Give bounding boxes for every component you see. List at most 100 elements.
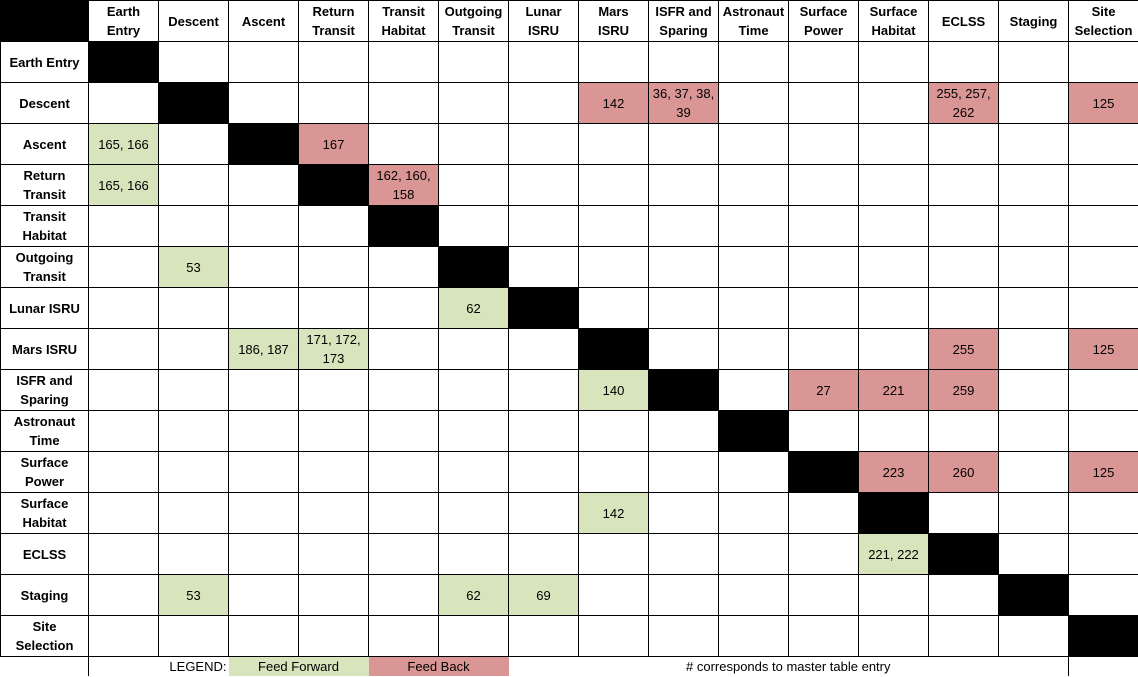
column-header: Surface Power	[788, 0, 859, 42]
matrix-cell	[1068, 205, 1138, 247]
matrix-row: Descent 142 36, 37, 38, 39 255, 257, 262 125	[0, 82, 1138, 124]
matrix-row: Mars ISRU 186, 187 171, 172, 173 255 125	[0, 328, 1138, 370]
matrix-row: Outgoing Transit 53	[0, 246, 1138, 288]
matrix-cell	[998, 451, 1069, 493]
matrix-cell	[578, 246, 649, 288]
matrix-cell	[88, 205, 159, 247]
matrix-cell	[998, 328, 1069, 370]
matrix-row: Ascent 165, 166 167	[0, 123, 1138, 165]
matrix-cell	[508, 82, 579, 124]
matrix-cell	[438, 533, 509, 575]
feed-forward-cell: 62	[438, 574, 509, 616]
matrix-cell	[298, 410, 369, 452]
legend-row: LEGEND: Feed Forward Feed Back # corresp…	[0, 656, 1138, 676]
matrix-cell	[298, 533, 369, 575]
corner-cell	[0, 0, 89, 42]
matrix-cell	[368, 451, 439, 493]
row-header: Staging	[0, 574, 89, 616]
matrix-cell	[1068, 287, 1138, 329]
matrix-cell	[928, 41, 999, 83]
row-header: ISFR and Sparing	[0, 369, 89, 411]
feed-forward-cell: 62	[438, 287, 509, 329]
matrix-cell	[578, 41, 649, 83]
matrix-cell	[228, 246, 299, 288]
feed-forward-cell: 140	[578, 369, 649, 411]
matrix-cell	[228, 205, 299, 247]
matrix-cell	[228, 287, 299, 329]
matrix-cell	[648, 205, 719, 247]
matrix-cell	[228, 164, 299, 206]
legend-label: LEGEND:	[169, 659, 227, 674]
matrix-cell	[648, 574, 719, 616]
row-header: ECLSS	[0, 533, 89, 575]
feed-forward-cell: 186, 187	[228, 328, 299, 370]
column-header: ECLSS	[928, 0, 999, 42]
matrix-cell	[578, 205, 649, 247]
matrix-cell	[88, 328, 159, 370]
matrix-cell	[1068, 369, 1138, 411]
matrix-cell	[718, 123, 789, 165]
matrix-cell	[1068, 533, 1138, 575]
matrix-cell	[158, 492, 229, 534]
diagonal-cell	[998, 574, 1069, 616]
column-header: Mars ISRU	[578, 0, 649, 42]
legend-note: # corresponds to master table entry	[686, 659, 891, 674]
matrix-cell	[858, 615, 929, 657]
matrix-cell	[508, 615, 579, 657]
matrix-cell	[648, 492, 719, 534]
feed-back-cell: 255, 257, 262	[928, 82, 999, 124]
matrix-cell	[298, 205, 369, 247]
matrix-row: ISFR and Sparing 140 27 221 259	[0, 369, 1138, 411]
matrix-cell	[298, 41, 369, 83]
matrix-cell	[438, 41, 509, 83]
matrix-cell	[648, 533, 719, 575]
column-header: Earth Entry	[88, 0, 159, 42]
matrix-cell	[998, 492, 1069, 534]
matrix-cell	[648, 41, 719, 83]
matrix-cell	[928, 246, 999, 288]
matrix-cell	[788, 492, 859, 534]
diagonal-cell	[858, 492, 929, 534]
matrix-row: Lunar ISRU 62	[0, 287, 1138, 329]
matrix-cell	[438, 369, 509, 411]
matrix-cell	[298, 615, 369, 657]
feed-back-cell: 36, 37, 38, 39	[648, 82, 719, 124]
matrix-cell	[438, 615, 509, 657]
column-header: Return Transit	[298, 0, 369, 42]
matrix-cell	[718, 574, 789, 616]
feed-back-cell: 221	[858, 369, 929, 411]
matrix-cell	[368, 287, 439, 329]
matrix-cell	[438, 328, 509, 370]
column-header: Lunar ISRU	[508, 0, 579, 42]
matrix-cell	[158, 205, 229, 247]
feed-forward-cell: 142	[578, 492, 649, 534]
matrix-cell	[298, 246, 369, 288]
matrix-cell	[1068, 41, 1138, 83]
matrix-cell	[998, 205, 1069, 247]
matrix-cell	[158, 533, 229, 575]
matrix-cell	[508, 533, 579, 575]
matrix-row: Return Transit 165, 166 162, 160, 158	[0, 164, 1138, 206]
matrix-cell	[718, 492, 789, 534]
matrix-cell	[88, 615, 159, 657]
matrix-cell	[158, 123, 229, 165]
column-header: ISFR and Sparing	[648, 0, 719, 42]
matrix-cell	[158, 287, 229, 329]
matrix-cell	[928, 123, 999, 165]
matrix-cell	[788, 328, 859, 370]
matrix-row: Staging 53 62 69	[0, 574, 1138, 616]
matrix-cell	[998, 533, 1069, 575]
matrix-cell	[648, 328, 719, 370]
feed-forward-cell: 171, 172, 173	[298, 328, 369, 370]
diagonal-cell	[438, 246, 509, 288]
matrix-cell	[228, 82, 299, 124]
matrix-cell	[648, 287, 719, 329]
matrix-cell	[788, 82, 859, 124]
matrix-cell	[158, 615, 229, 657]
matrix-cell	[508, 246, 579, 288]
matrix-cell	[858, 410, 929, 452]
matrix-cell	[228, 574, 299, 616]
column-header: Transit Habitat	[368, 0, 439, 42]
matrix-cell	[578, 164, 649, 206]
matrix-cell	[438, 205, 509, 247]
